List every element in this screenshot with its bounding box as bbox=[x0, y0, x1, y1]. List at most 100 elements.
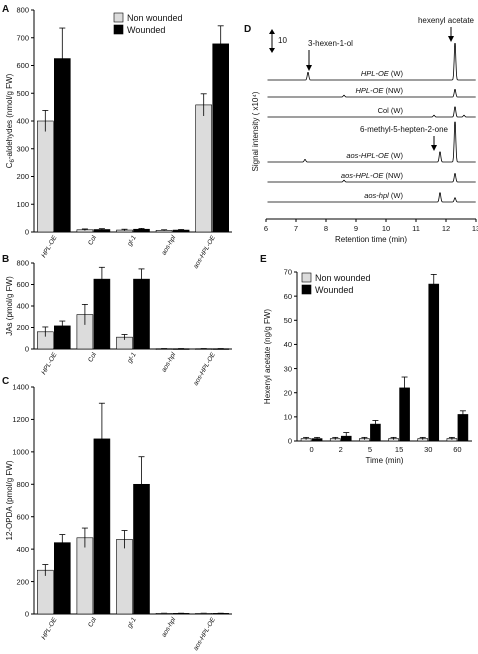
panel-a-chart: 0 100 200 300 400 500 600 700 800 C6-aldehydes (n… bbox=[5, 6, 232, 270]
panel-e-y-tick-label: 0 bbox=[288, 437, 292, 446]
panel-d-trace-label: HPL-OE (NW) bbox=[355, 86, 403, 95]
panel-b-category-label: aos-HPL-OE bbox=[192, 351, 217, 387]
panel-d-x-tick-label: 6 bbox=[264, 224, 268, 233]
panel-e-y-tick-label: 30 bbox=[284, 364, 292, 373]
panel-d-trace-label: aos-HPL-OE (W) bbox=[346, 151, 403, 160]
panel-a-y-tick-label: 300 bbox=[16, 144, 29, 153]
panel-a-y-tick-label: 200 bbox=[16, 172, 29, 181]
panel-label-c: C bbox=[2, 376, 9, 387]
panel-e-y-axis-label: Hexenyl acetate (ng/g FW) bbox=[263, 309, 272, 404]
panel-d-annotation-methylheptenone: 6-methyl-5-hepten-2-one bbox=[360, 125, 449, 134]
panel-d-annotation-hexenol: 3-hexen-1-ol bbox=[308, 39, 353, 48]
panel-d-x-tick-label: 9 bbox=[354, 224, 358, 233]
panel-a-legend-label-nonwounded: Non wounded bbox=[127, 13, 183, 23]
panel-c-y-tick-label: 400 bbox=[16, 545, 29, 554]
panel-c-y-tick-label: 1000 bbox=[12, 448, 29, 457]
panel-e-y-tick-label: 10 bbox=[284, 413, 292, 422]
panel-d-trace bbox=[267, 121, 476, 163]
panel-d-x-tick-label: 7 bbox=[294, 224, 298, 233]
panel-d-arrow-head bbox=[306, 65, 312, 71]
panel-b-y-tick-label: 600 bbox=[16, 280, 29, 289]
panel-e-bar-wounded bbox=[457, 414, 469, 442]
panel-b-category-label: HPL-OE bbox=[40, 351, 58, 376]
panel-e-category-label: 15 bbox=[395, 445, 403, 454]
panel-b-y-tick-label: 200 bbox=[16, 323, 29, 332]
panel-c-y-tick-label: 200 bbox=[16, 577, 29, 586]
panel-d-annotation-hexenyl-acetate: hexenyl acetate bbox=[418, 16, 475, 25]
panel-c-y-axis-label: 12-OPDA (pmol/g FW) bbox=[5, 460, 14, 540]
panel-e-legend-label-nonwounded: Non wounded bbox=[315, 273, 371, 283]
panel-a-category-label: gl-1 bbox=[126, 234, 138, 247]
panel-e-y-tick-label: 70 bbox=[284, 268, 292, 277]
panel-a-y-tick-label: 100 bbox=[16, 200, 29, 209]
panel-c-bar-nonwounded bbox=[116, 539, 133, 615]
panel-d-scale-label: 10 bbox=[278, 36, 287, 45]
panel-b-category-label: Col bbox=[87, 351, 98, 363]
panel-a-y-tick-label: 700 bbox=[16, 33, 29, 42]
panel-e-y-tick-label: 60 bbox=[284, 292, 292, 301]
panel-d-arrow-head bbox=[431, 145, 437, 151]
panel-a-y-tick-label: 0 bbox=[25, 228, 29, 237]
panel-d-arrow-head bbox=[448, 36, 454, 42]
panel-e-legend-label-wounded: Wounded bbox=[315, 285, 353, 295]
panel-a-bar-nonwounded bbox=[36, 120, 54, 233]
panel-e-category-label: 2 bbox=[339, 445, 343, 454]
panel-d-y-axis-label: Signal intensity ( x10⁴) bbox=[251, 91, 260, 171]
panel-d-trace bbox=[267, 173, 476, 183]
panel-a-bar-nonwounded bbox=[195, 104, 212, 233]
panel-a-category-label: HPL-OE bbox=[40, 234, 58, 259]
panel-d-x-tick-label: 8 bbox=[324, 224, 328, 233]
panel-d-trace-label: aos-hpl (W) bbox=[364, 191, 403, 200]
panel-c-category-label: aos-HPL-OE bbox=[192, 616, 217, 652]
panel-b-y-axis-label: JAs (pmol/g FW) bbox=[5, 276, 14, 336]
panel-e-legend-swatch-wounded bbox=[301, 284, 312, 295]
panel-label-e: E bbox=[260, 254, 267, 265]
panel-d-x-tick-label: 11 bbox=[412, 224, 420, 233]
panel-a-y-tick-label: 400 bbox=[16, 117, 29, 126]
panel-a-category-label: aos-hpl bbox=[161, 234, 178, 256]
panel-e-category-label: 60 bbox=[453, 445, 461, 454]
panel-c-y-tick-label: 1200 bbox=[12, 415, 29, 424]
panel-a-legend-label-wounded: Wounded bbox=[127, 25, 165, 35]
panel-e-y-tick-label: 50 bbox=[284, 316, 292, 325]
panel-a-y-axis-label: C6-aldehydes (nmol/g FW) bbox=[5, 73, 16, 168]
panel-e-y-tick-label: 20 bbox=[284, 388, 292, 397]
panel-c-category-label: aos-hpl bbox=[161, 616, 178, 638]
panel-b-y-tick-label: 400 bbox=[16, 302, 29, 311]
panel-c-bar-wounded bbox=[53, 542, 71, 615]
panel-c-y-tick-label: 0 bbox=[25, 610, 29, 619]
panel-label-b: B bbox=[2, 254, 9, 265]
panel-d-trace-label: Col (W) bbox=[378, 106, 404, 115]
panel-a-legend-swatch-wounded bbox=[113, 24, 124, 35]
panel-d-x-tick-label: 13 bbox=[472, 224, 478, 233]
panel-e-y-tick-label: 40 bbox=[284, 340, 292, 349]
panel-a-y-tick-label: 500 bbox=[16, 89, 29, 98]
panel-c-category-label: gl-1 bbox=[126, 616, 138, 629]
panel-c-y-tick-label: 600 bbox=[16, 512, 29, 521]
panel-d-chart: 6 7 8 9 10 11 12 13 Retention time (min) Signal i… bbox=[251, 16, 478, 244]
panel-c-bar-nonwounded bbox=[76, 537, 94, 615]
panel-d-scale-arrow-up bbox=[269, 29, 275, 34]
panel-e-x-axis-label: Time (min) bbox=[366, 456, 404, 465]
panel-e-category-label: 0 bbox=[309, 445, 313, 454]
panel-c-bar-nonwounded bbox=[36, 569, 54, 615]
panel-a-bar-wounded bbox=[212, 43, 229, 233]
panel-c-y-tick-label: 800 bbox=[16, 480, 29, 489]
panel-d-scale-arrow-down bbox=[269, 48, 275, 53]
panel-c-chart: 0 200 400 600 800 1000 1200 1400 12-OPDA (pmol/g… bbox=[5, 383, 232, 652]
panel-a-y-tick-label: 600 bbox=[16, 61, 29, 70]
panel-d-trace bbox=[267, 43, 476, 81]
panel-d-trace bbox=[267, 192, 476, 203]
panel-d-trace-label: HPL-OE (W) bbox=[361, 69, 404, 78]
panel-e-bar-wounded bbox=[428, 283, 440, 442]
panel-b-category-label: aos-hpl bbox=[161, 351, 178, 373]
panel-c-category-label: Col bbox=[87, 616, 98, 628]
panel-b-category-label: gl-1 bbox=[126, 351, 138, 364]
panel-d-trace bbox=[267, 106, 476, 118]
panel-d-x-tick-label: 12 bbox=[442, 224, 450, 233]
panel-d-trace bbox=[267, 89, 476, 98]
panel-a-category-label: Col bbox=[87, 234, 98, 246]
panel-a-legend-swatch-nonwounded bbox=[113, 12, 124, 23]
